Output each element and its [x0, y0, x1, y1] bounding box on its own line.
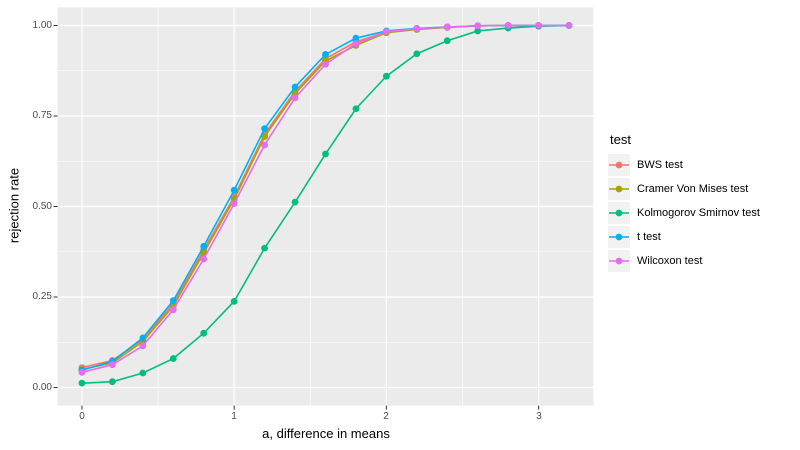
- data-point-wilcoxon-test: [322, 60, 329, 68]
- y-tick-label: 0.25: [32, 291, 52, 302]
- data-point-kolmogorov-smirnov-test: [200, 329, 208, 337]
- data-point-wilcoxon-test: [443, 23, 451, 31]
- data-point-kolmogorov-smirnov-test: [230, 297, 238, 305]
- data-point-wilcoxon-test: [535, 22, 543, 29]
- data-point-wilcoxon-test: [139, 342, 147, 350]
- data-point-wilcoxon-test: [261, 141, 269, 149]
- data-point-kolmogorov-smirnov-test: [169, 355, 177, 362]
- data-point-wilcoxon-test: [413, 25, 421, 33]
- data-point-kolmogorov-smirnov-test: [108, 378, 116, 386]
- data-point-kolmogorov-smirnov-test: [474, 27, 482, 35]
- data-point-t-test: [200, 242, 208, 250]
- legend-entry-cramer-von-mises-test: Cramer Von Mises test: [608, 178, 798, 200]
- x-tick-label: 0: [79, 411, 85, 422]
- data-point-wilcoxon-test: [291, 94, 299, 102]
- legend: test BWS test Cramer Von Mises test Kolm…: [608, 132, 798, 274]
- legend-key-icon: [608, 202, 630, 224]
- data-point-wilcoxon-test: [474, 22, 482, 30]
- legend-entry-label: Cramer Von Mises test: [637, 183, 749, 195]
- legend-title: test: [610, 132, 631, 147]
- data-point-kolmogorov-smirnov-test: [443, 37, 451, 45]
- x-tick-label: 3: [536, 411, 542, 422]
- data-point-kolmogorov-smirnov-test: [78, 379, 86, 387]
- x-tick-label: 1: [231, 411, 237, 422]
- data-point-wilcoxon-test: [108, 361, 116, 369]
- legend-entry-kolmogorov-smirnov-test: Kolmogorov Smirnov test: [608, 202, 798, 224]
- data-point-wilcoxon-test: [230, 200, 238, 208]
- data-point-wilcoxon-test: [78, 368, 86, 376]
- data-point-wilcoxon-test: [169, 306, 177, 314]
- legend-entry-label: Wilcoxon test: [637, 255, 703, 267]
- data-point-t-test: [352, 34, 360, 42]
- data-point-t-test: [139, 334, 147, 342]
- data-point-wilcoxon-test: [200, 255, 208, 263]
- y-tick-label: 0.75: [32, 110, 52, 121]
- x-axis-title: a, difference in means: [262, 426, 390, 441]
- data-point-wilcoxon-test: [382, 28, 390, 36]
- legend-entry-label: BWS test: [637, 159, 683, 171]
- y-tick-label: 0.50: [32, 201, 52, 212]
- data-point-wilcoxon-test: [504, 22, 512, 29]
- data-point-kolmogorov-smirnov-test: [413, 50, 421, 58]
- data-point-wilcoxon-test: [565, 22, 573, 29]
- data-point-kolmogorov-smirnov-test: [139, 369, 147, 377]
- data-point-t-test: [322, 51, 329, 58]
- data-point-t-test: [230, 186, 238, 194]
- legend-entry-label: t test: [637, 231, 661, 243]
- data-point-kolmogorov-smirnov-test: [352, 105, 360, 113]
- legend-entry-label: Kolmogorov Smirnov test: [637, 207, 760, 219]
- y-tick-label: 0.00: [32, 382, 52, 393]
- legend-key-icon: [608, 178, 630, 200]
- legend-entry-wilcoxon-test: Wilcoxon test: [608, 250, 798, 272]
- data-point-kolmogorov-smirnov-test: [382, 72, 390, 80]
- y-axis-title: rejection rate: [6, 167, 22, 244]
- legend-key-icon: [608, 250, 630, 272]
- x-tick-label: 2: [383, 411, 389, 422]
- data-point-t-test: [261, 125, 269, 133]
- data-point-wilcoxon-test: [352, 40, 360, 47]
- legend-key-icon: [608, 154, 630, 176]
- data-point-kolmogorov-smirnov-test: [261, 244, 269, 252]
- legend-entry-t-test: t test: [608, 226, 798, 248]
- data-point-kolmogorov-smirnov-test: [291, 198, 299, 206]
- data-point-t-test: [291, 83, 299, 91]
- y-tick-label: 1.00: [32, 20, 52, 31]
- data-point-cramer-von-mises-test: [261, 133, 269, 141]
- legend-entry-bws-test: BWS test: [608, 154, 798, 176]
- data-point-kolmogorov-smirnov-test: [322, 150, 329, 158]
- data-point-t-test: [169, 297, 177, 305]
- legend-key-icon: [608, 226, 630, 248]
